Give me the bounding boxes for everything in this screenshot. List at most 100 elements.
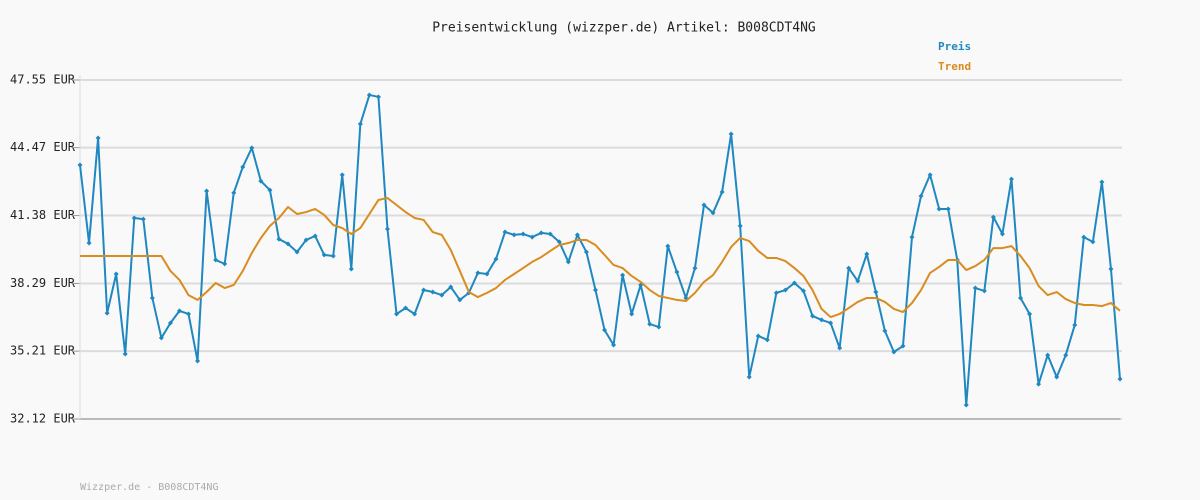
data-point	[746, 374, 752, 380]
data-point	[755, 333, 761, 339]
data-point	[810, 313, 816, 319]
data-point	[131, 215, 137, 221]
y-tick-label: 38.29 EUR	[10, 276, 76, 290]
data-point	[403, 305, 409, 311]
data-point	[1027, 311, 1033, 317]
data-point	[800, 288, 806, 294]
data-point	[348, 266, 354, 272]
data-point	[864, 251, 870, 257]
data-point	[1045, 352, 1051, 358]
data-point	[719, 189, 725, 195]
data-point	[394, 311, 400, 317]
data-point	[95, 135, 101, 141]
data-point	[828, 320, 834, 326]
data-point	[1117, 376, 1123, 382]
series-line	[80, 196, 1121, 319]
y-tick-label: 41.38 EUR	[10, 208, 76, 222]
data-point	[330, 253, 336, 259]
data-point	[782, 287, 788, 293]
data-point	[819, 317, 825, 323]
data-point	[321, 252, 327, 258]
data-point	[520, 231, 526, 237]
data-point	[484, 271, 490, 277]
data-point	[448, 284, 454, 290]
data-point	[122, 351, 128, 357]
data-point	[149, 295, 155, 301]
data-point	[240, 164, 246, 170]
data-point	[846, 265, 852, 271]
data-point	[611, 342, 617, 348]
data-point	[1018, 295, 1024, 301]
data-point	[339, 172, 345, 178]
data-point	[602, 327, 608, 333]
data-point	[303, 237, 309, 243]
data-point	[276, 236, 282, 242]
data-point	[647, 321, 653, 327]
data-point	[231, 190, 237, 196]
data-point	[692, 265, 698, 271]
data-point	[891, 349, 897, 355]
data-point	[710, 210, 716, 216]
data-point	[167, 320, 173, 326]
data-point	[972, 285, 978, 291]
data-point	[936, 206, 942, 212]
data-point	[176, 308, 182, 314]
data-point	[1099, 179, 1105, 185]
data-point	[656, 324, 662, 330]
data-point	[493, 256, 499, 262]
data-point	[773, 290, 779, 296]
data-point	[77, 162, 83, 168]
y-tick-label: 47.55 EUR	[10, 73, 76, 87]
data-point	[1108, 266, 1114, 272]
data-point	[791, 280, 797, 286]
data-point	[764, 337, 770, 343]
data-point	[918, 193, 924, 199]
data-point	[439, 292, 445, 298]
data-point	[457, 297, 463, 303]
data-point	[384, 226, 390, 232]
data-point	[547, 231, 553, 237]
data-point	[1081, 234, 1087, 240]
data-point	[475, 270, 481, 276]
data-point	[104, 310, 110, 316]
data-point	[195, 358, 201, 364]
data-point	[430, 289, 436, 295]
data-point	[909, 234, 915, 240]
data-point	[728, 131, 734, 137]
data-point	[204, 188, 210, 194]
y-tick-label: 35.21 EUR	[10, 344, 76, 358]
data-point	[502, 229, 508, 235]
data-point	[186, 311, 192, 317]
data-point	[592, 287, 598, 293]
data-point	[1072, 322, 1078, 328]
data-point	[629, 311, 635, 317]
data-point	[294, 249, 300, 255]
data-point	[674, 269, 680, 275]
data-point	[140, 216, 146, 222]
data-point	[1054, 374, 1060, 380]
data-point	[222, 261, 228, 267]
data-point	[158, 335, 164, 341]
data-point	[945, 206, 951, 212]
data-point	[990, 214, 996, 220]
y-tick-label: 44.47 EUR	[10, 140, 76, 154]
data-point	[267, 187, 273, 193]
data-point	[249, 145, 255, 151]
data-point	[538, 230, 544, 236]
y-tick-label: 32.12 EUR	[10, 412, 76, 426]
data-point	[258, 178, 264, 184]
data-point	[357, 121, 363, 127]
data-point	[511, 232, 517, 238]
data-point	[873, 289, 879, 295]
data-point	[86, 240, 92, 246]
data-point	[837, 345, 843, 351]
data-point	[583, 249, 589, 255]
data-point	[665, 243, 671, 249]
data-point	[701, 202, 707, 208]
data-point	[927, 172, 933, 178]
legend-entry: Preis	[938, 40, 971, 53]
data-point	[565, 259, 571, 265]
data-point	[412, 311, 418, 317]
data-point	[375, 94, 381, 100]
